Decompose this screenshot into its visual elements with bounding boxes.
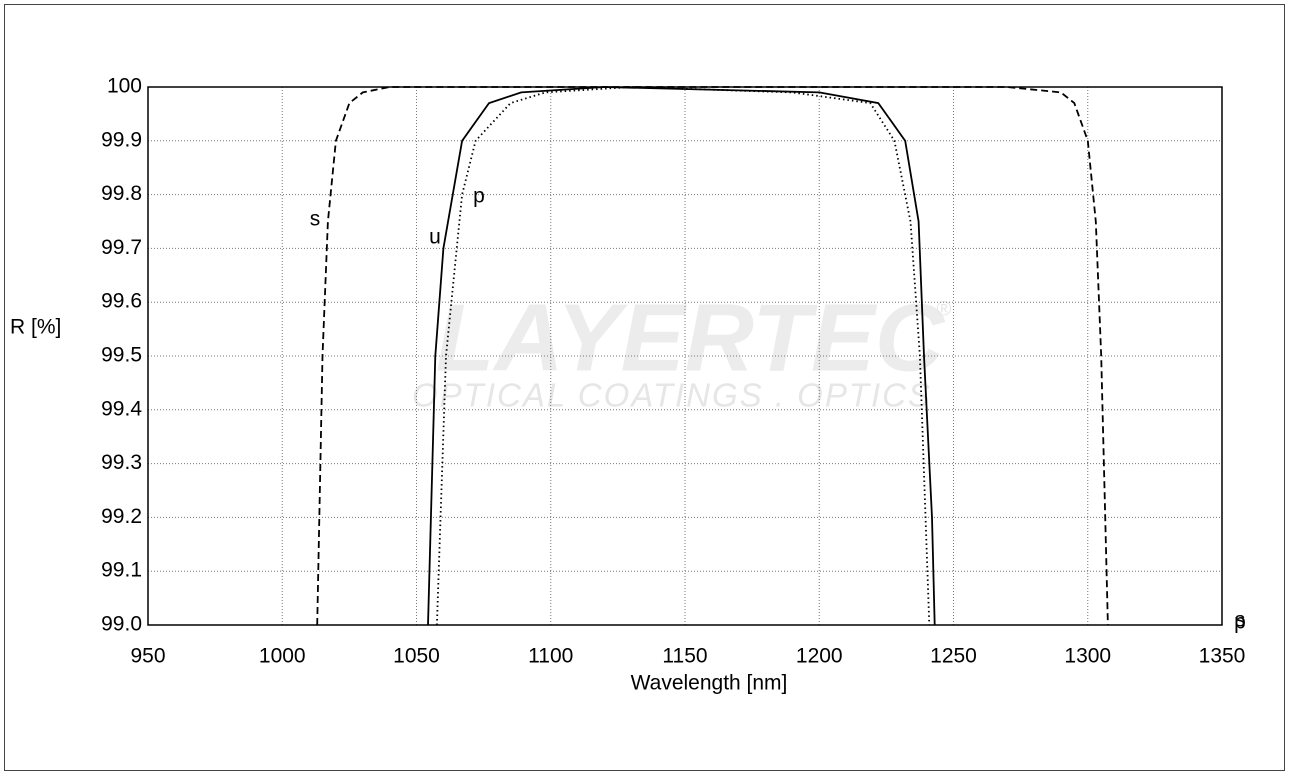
curve-label: u [429, 226, 441, 249]
y-tick-label: 99.7 [101, 236, 142, 259]
curve-label: p [473, 185, 485, 208]
x-tick-label: 1050 [393, 645, 440, 668]
y-tick-label: 99.6 [101, 290, 142, 313]
x-tick-label: 1100 [528, 645, 573, 668]
y-tick-label: 100 [107, 75, 142, 98]
x-tick-label: 1200 [796, 645, 843, 668]
x-tick-label: 1350 [1199, 645, 1246, 668]
y-tick-label: 99.3 [101, 451, 142, 474]
x-tick-label: 1150 [662, 645, 707, 668]
watermark: OPTICAL COATINGS . OPTICS [412, 377, 932, 414]
x-tick-label: 1250 [930, 645, 977, 668]
series-line [427, 86, 936, 626]
x-axis-label: Wavelength [nm] [631, 672, 788, 695]
frame [4, 4, 1285, 771]
y-tick-label: 99.0 [101, 613, 142, 636]
watermark: LAYERTEC [436, 284, 946, 391]
series-line [316, 86, 1109, 626]
y-tick-label: 99.4 [101, 397, 142, 420]
y-tick-label: 99.8 [101, 182, 142, 205]
x-tick-label: 1300 [1064, 645, 1111, 668]
y-tick-label: 99.1 [101, 559, 142, 582]
y-tick-label: 99.9 [101, 128, 142, 151]
x-tick-label: 950 [130, 645, 165, 668]
y-tick-label: 99.5 [101, 344, 142, 367]
y-tick-label: 99.2 [101, 505, 142, 528]
curve-label: s [1235, 609, 1246, 632]
curve-label: s [310, 208, 321, 231]
curve-label: p [1234, 611, 1246, 634]
watermark: ® [937, 298, 952, 320]
y-axis-label: R [%] [10, 316, 61, 339]
x-tick-label: 1000 [259, 645, 306, 668]
